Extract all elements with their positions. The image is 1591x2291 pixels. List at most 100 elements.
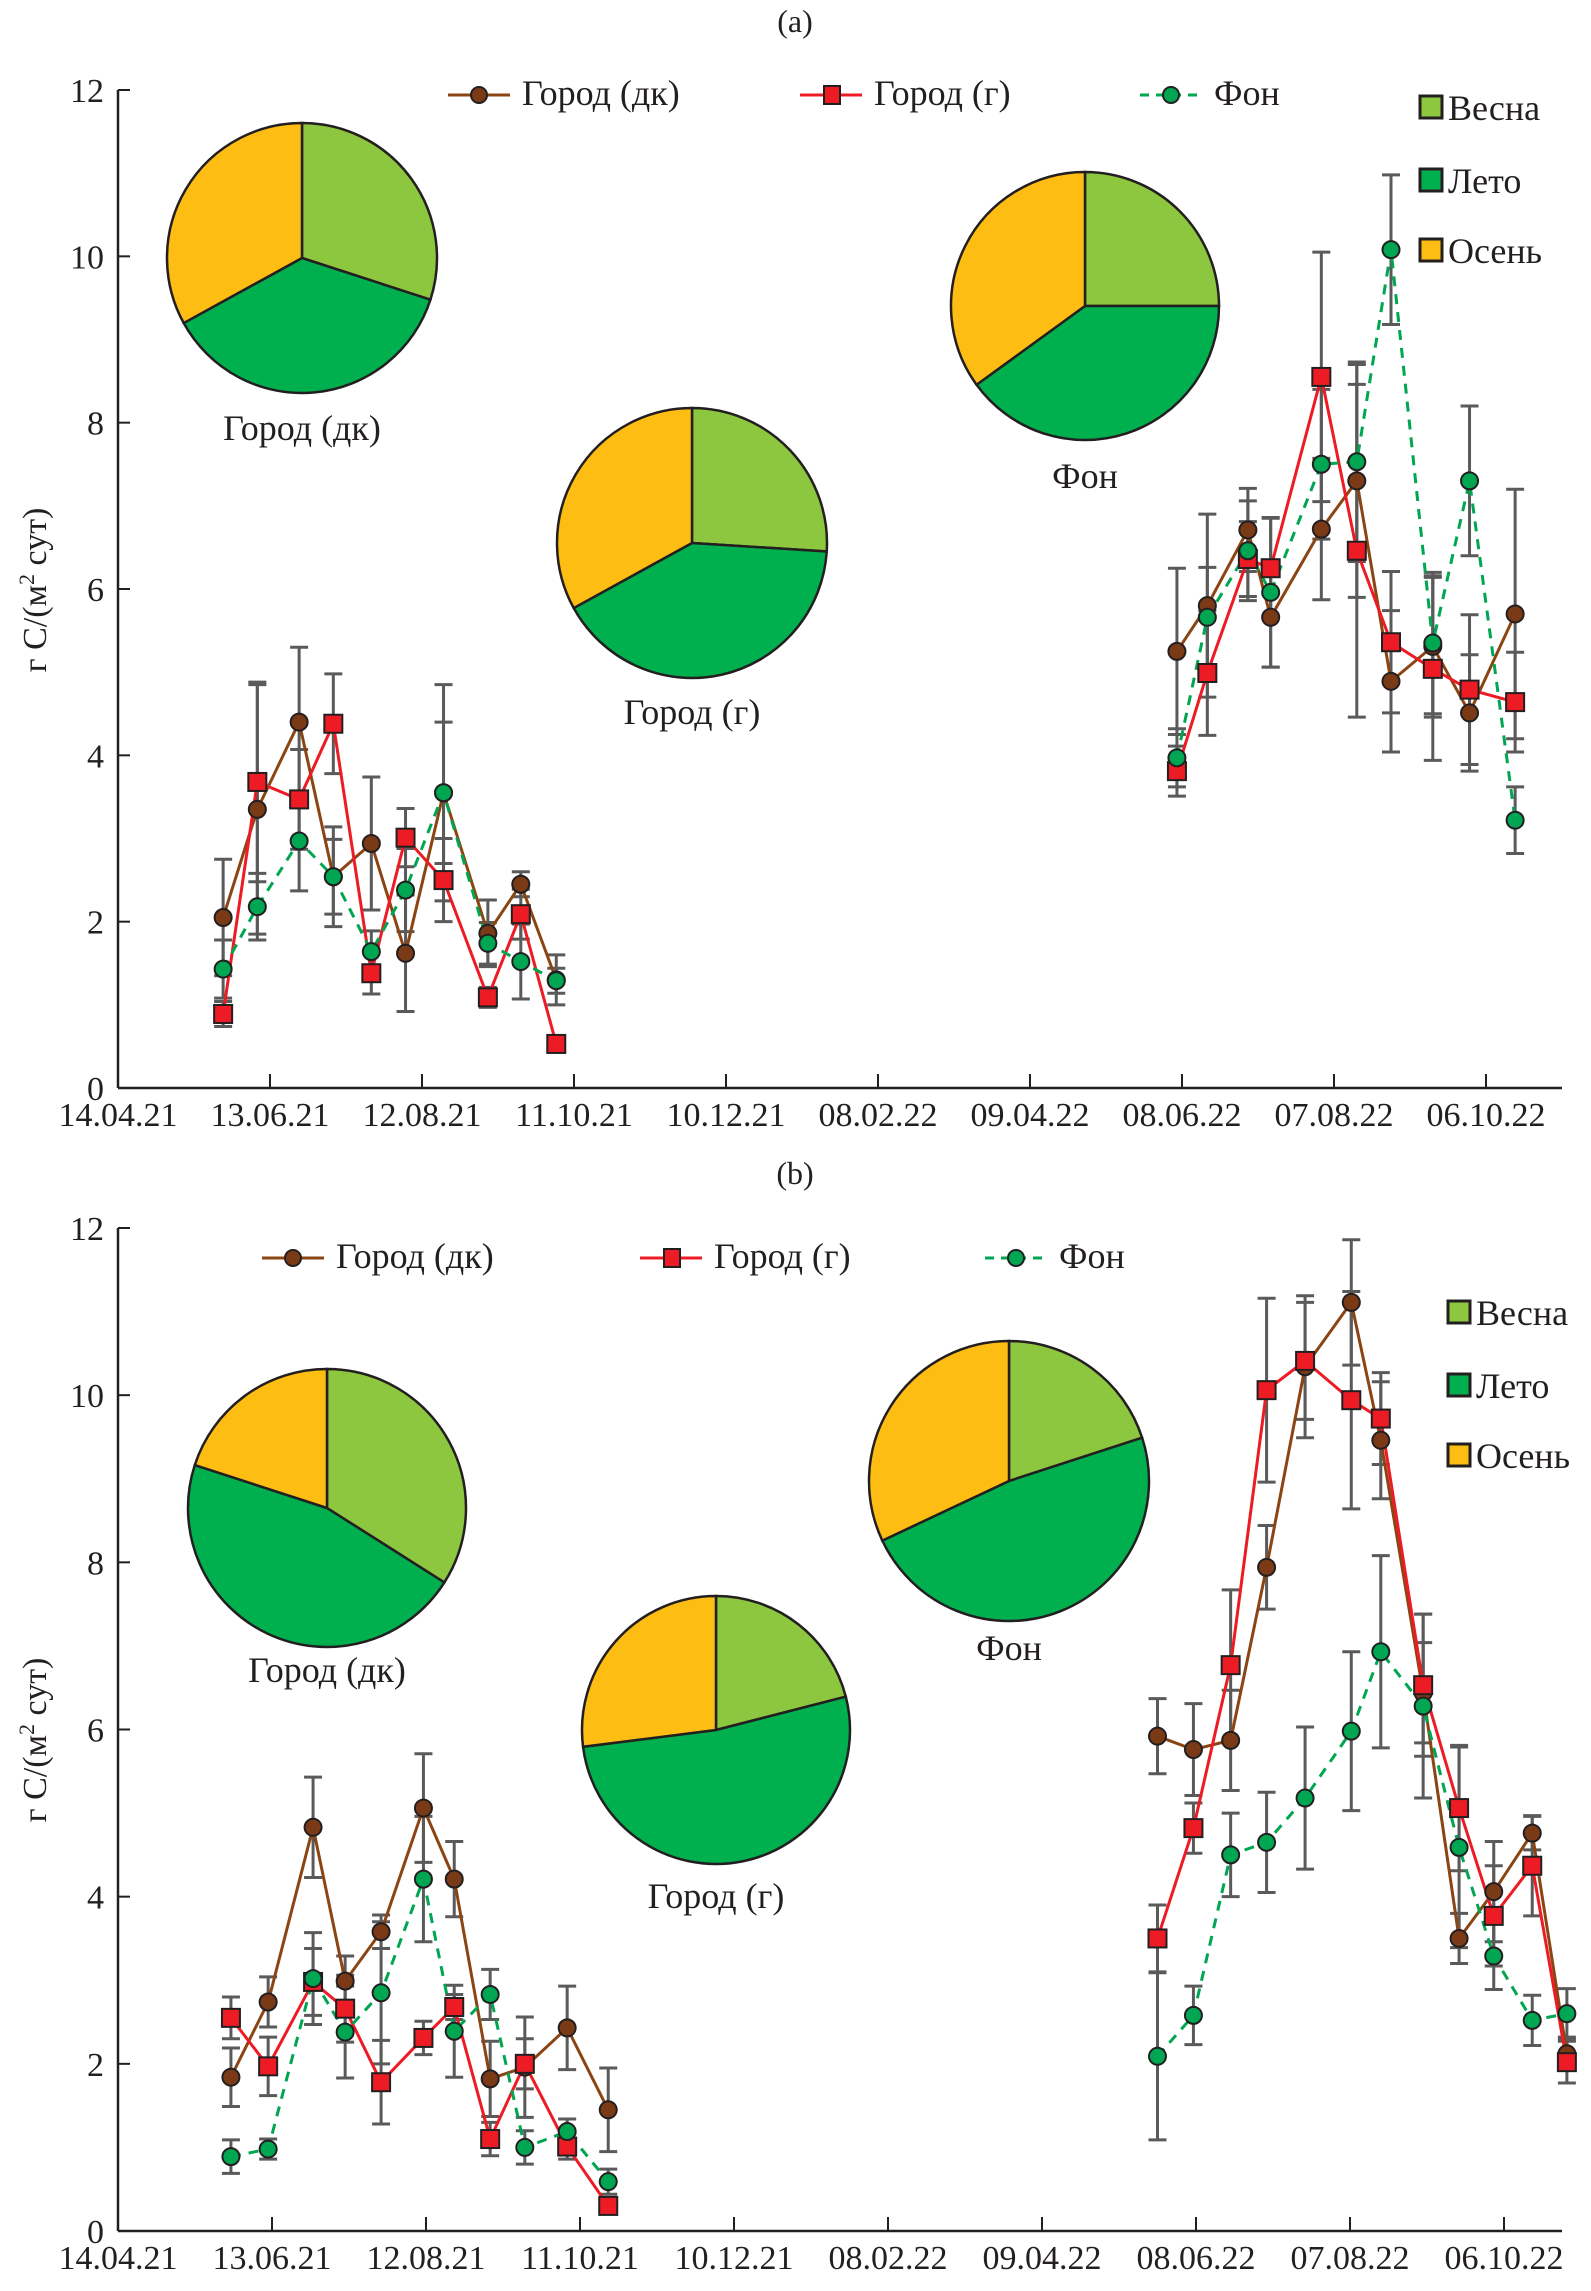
season-swatch [1446,1299,1472,1325]
data-point [1147,1928,1168,1949]
legend-item: Фон [985,1236,1125,1276]
pie-slice-autumn [867,1339,1011,1543]
series-line [1156,1648,1568,2058]
x-tick-label: 11.10.21 [521,2240,639,2277]
pie-chart: Город (г) [555,406,829,732]
data-point [1183,2005,1203,2025]
x-tick-label: 11.10.21 [515,1097,633,1134]
pie-label: Город (г) [624,692,761,732]
data-point [1460,703,1480,723]
pie-slice-summer [182,256,432,395]
data-point [1522,1855,1543,1876]
x-tick-label: 13.06.21 [213,2240,332,2277]
legend-marker [470,86,488,104]
x-tick-label: 07.08.22 [1291,2240,1410,2277]
series-city-dk [221,1238,1576,2154]
series-markers-background [221,1642,1577,2192]
data-point [510,904,531,925]
data-point [258,2056,279,2077]
data-point [1261,582,1281,602]
data-point [1557,2004,1577,2024]
data-point [303,1969,323,1989]
data-point [1346,540,1367,561]
data-point [1459,679,1480,700]
series-line-background [221,249,1517,983]
series-markers-city-dk [213,471,1525,990]
series-line [1175,376,1516,772]
data-point [413,2027,434,2048]
season-swatch [1446,1442,1472,1468]
data-point [444,2021,464,2041]
legend-marker [1007,1249,1025,1267]
data-point [1183,1818,1204,1839]
data-point [546,1033,567,1054]
data-point [1347,452,1367,472]
data-point [1413,1675,1434,1696]
data-point [213,959,233,979]
series-line [221,788,557,983]
pie-slice-spring [1083,170,1221,308]
data-point [1167,748,1187,768]
season-legend-item: Лето [1446,1366,1549,1406]
data-point [1311,366,1332,387]
pie-slice-summer [880,1436,1151,1623]
panel-title: (a) [777,3,813,39]
season-legend-item: Весна [1418,88,1540,128]
series-line [229,1979,610,2207]
pie-slice-spring [1007,1339,1144,1483]
data-point [1341,1390,1362,1411]
data-point [1221,1730,1241,1750]
x-tick-label: 14.04.21 [59,2240,178,2277]
y-tick-label: 6 [87,1713,104,1750]
data-point [511,952,531,972]
data-point [1413,1696,1433,1716]
panel-title: (b) [776,1155,813,1191]
data-point [1220,1655,1241,1676]
legend-label: Фон [1059,1236,1125,1276]
pie-slice-spring [690,406,829,553]
data-point [1256,1380,1277,1401]
x-tick-label: 12.08.21 [367,2240,486,2277]
series-line-city-g [221,376,1516,1045]
legend-label: Город (дк) [522,73,680,113]
x-tick-label: 14.04.21 [59,1097,178,1134]
data-point [480,1984,500,2004]
data-point [371,1983,391,2003]
data-point [478,933,498,953]
y-tick-label: 10 [70,1378,104,1415]
pie-chart: Фон [867,1339,1151,1668]
data-point [1148,2046,1167,2066]
data-point [1341,1292,1361,1312]
data-point [433,870,454,891]
legend-label: Фон [1214,73,1280,113]
season-swatch [1418,94,1444,120]
data-point [1341,1721,1361,1741]
y-tick-label: 0 [87,2214,104,2251]
series-markers-background [213,240,1525,991]
pie-label: Фон [976,1628,1042,1668]
data-point [1556,2052,1577,2073]
data-point [1148,1726,1167,1746]
pie-slice-autumn [555,406,694,610]
y-tick-label: 10 [70,239,104,276]
data-point [371,2072,392,2093]
y-tick-label: 2 [87,905,104,942]
season-label: Осень [1476,1436,1570,1476]
series-markers-city-g [220,1350,1577,2216]
pie-slice-summer [186,1463,447,1649]
legend-label: Город (г) [874,73,1011,113]
data-point [323,867,343,887]
y-axis-label: г C/(м2 сут) [14,508,54,673]
pie-slice-spring [714,1594,848,1732]
data-point [1347,471,1367,491]
data-point [1197,662,1218,683]
data-point [395,827,416,848]
season-legend-item: Лето [1418,161,1521,201]
data-point [598,2172,618,2192]
x-tick-label: 06.10.22 [1445,2240,1564,2277]
data-point [413,1798,433,1818]
data-point [1449,1798,1470,1819]
legend-label: Город (г) [714,1236,851,1276]
data-point [335,2022,355,2042]
y-tick-label: 8 [87,406,104,443]
